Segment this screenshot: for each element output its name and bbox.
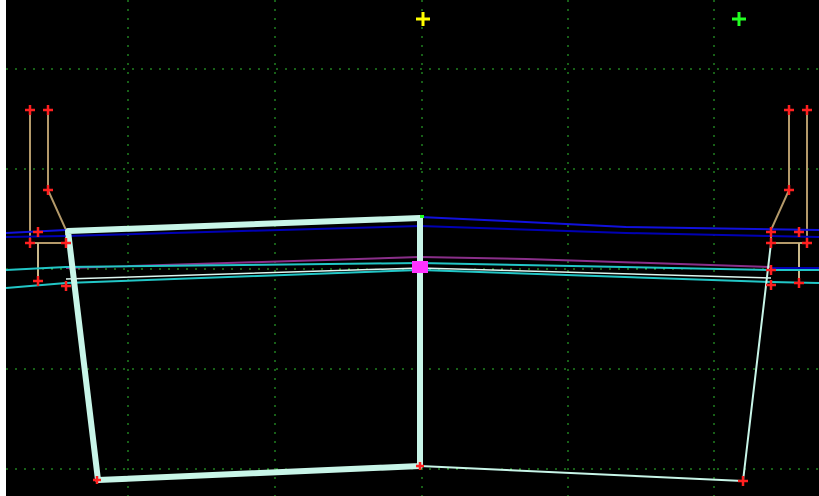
vertex-marker[interactable]	[802, 105, 812, 115]
vertex-marker[interactable]	[784, 105, 794, 115]
centerline-plus-icon[interactable]	[416, 12, 430, 26]
selected-point[interactable]	[412, 261, 428, 273]
vertex-marker[interactable]	[33, 227, 43, 237]
vertex-marker[interactable]	[43, 105, 53, 115]
vertex-marker[interactable]	[61, 281, 71, 291]
vertex-marker[interactable]	[25, 238, 35, 248]
centerline-tick	[420, 215, 424, 218]
vertex-marker[interactable]	[766, 280, 776, 290]
reference-plus-icon[interactable]	[732, 12, 746, 26]
vertex-marker[interactable]	[794, 227, 804, 237]
vertex-marker[interactable]	[25, 105, 35, 115]
vertex-marker[interactable]	[61, 238, 71, 248]
vertex-marker[interactable]	[33, 276, 43, 286]
vertex-marker[interactable]	[766, 238, 776, 248]
grid	[6, 0, 819, 496]
canvas-background	[6, 0, 819, 496]
profile-top[interactable]	[6, 215, 819, 234]
vertex-marker[interactable]	[766, 227, 776, 237]
vertex-marker[interactable]	[738, 476, 748, 486]
reference-marker[interactable]	[732, 12, 746, 26]
centerline-marker[interactable]	[416, 12, 430, 26]
vertex-marker[interactable]	[43, 185, 53, 195]
vertex-marker[interactable]	[784, 185, 794, 195]
cross-section-canvas[interactable]	[6, 0, 819, 496]
vertex-marker[interactable]	[766, 265, 776, 275]
vertex-marker[interactable]	[802, 238, 812, 248]
selected-point-marker[interactable]	[412, 261, 428, 273]
vertex-markers[interactable]	[25, 105, 812, 486]
vertex-marker[interactable]	[794, 278, 804, 288]
vertex-marker[interactable]	[93, 476, 101, 484]
vertex-marker[interactable]	[416, 462, 424, 470]
